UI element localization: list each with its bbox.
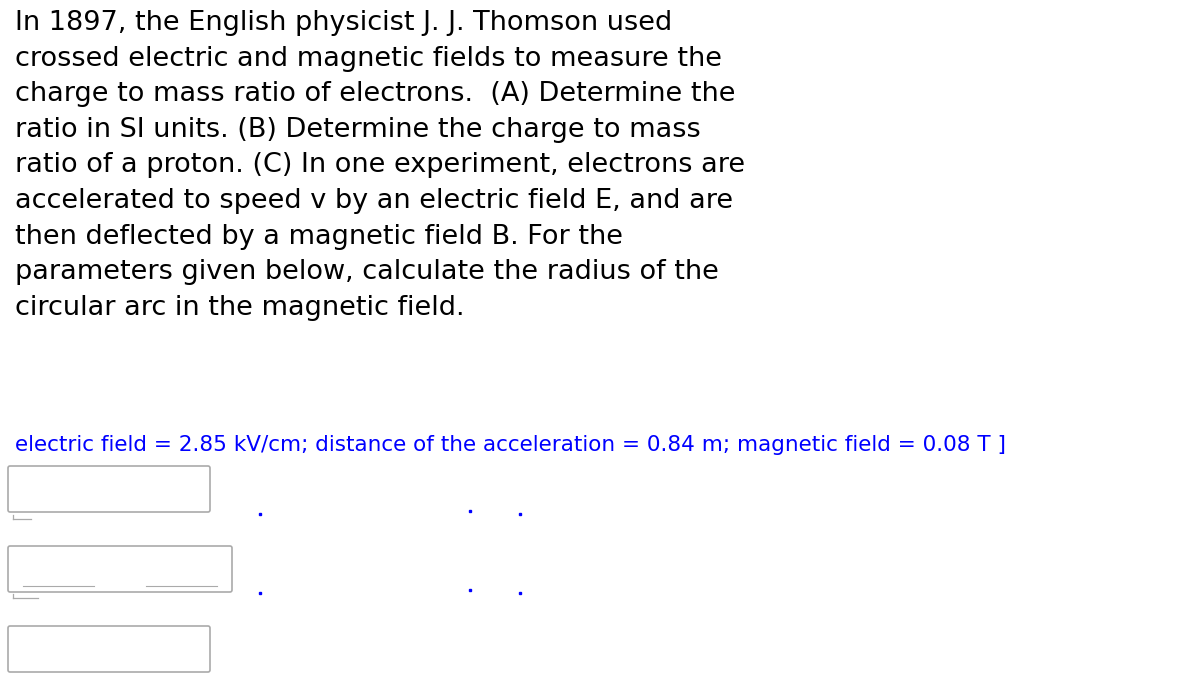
Text: In 1897, the English physicist J. J. Thomson used
crossed electric and magnetic : In 1897, the English physicist J. J. Tho… <box>14 10 745 321</box>
FancyBboxPatch shape <box>8 466 210 512</box>
Text: electric field = 2.85 kV/cm; distance of the acceleration = 0.84 m; magnetic fie: electric field = 2.85 kV/cm; distance of… <box>14 435 1006 455</box>
FancyBboxPatch shape <box>8 626 210 672</box>
FancyBboxPatch shape <box>8 546 232 592</box>
